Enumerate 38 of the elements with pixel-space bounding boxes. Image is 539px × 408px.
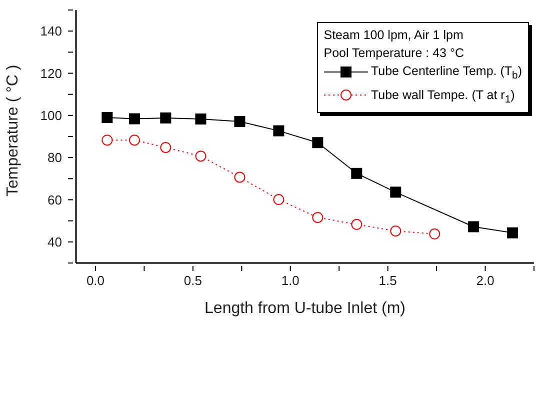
point xyxy=(128,134,140,146)
x-tick-label: 1.0 xyxy=(281,273,300,288)
point xyxy=(160,142,172,153)
point xyxy=(195,150,206,162)
legend-label: Tube Centerline Temp. (T$_{b}$) xyxy=(370,64,522,82)
point xyxy=(102,112,113,124)
y-tick-label: 120 xyxy=(40,66,62,81)
point xyxy=(195,114,206,124)
point xyxy=(429,228,440,240)
legend-label: Tube wall Tempe. (T at r$_{1}$) xyxy=(370,88,515,105)
point xyxy=(312,212,324,223)
y-tick-label: 80 xyxy=(48,150,62,166)
y-tick-label: 60 xyxy=(48,192,62,208)
point xyxy=(468,221,480,232)
point xyxy=(507,227,518,238)
annotation: Pool Temperature : 43 °C xyxy=(324,45,465,62)
point xyxy=(390,225,402,236)
x-tick-label: 2.0 xyxy=(476,273,494,288)
point xyxy=(273,194,284,206)
point xyxy=(128,113,140,124)
point xyxy=(351,218,362,230)
x-axis-title: Length from U-tube Inlet (m) xyxy=(204,300,406,317)
y-tick-label: 100 xyxy=(40,108,62,123)
point xyxy=(234,172,246,183)
x-tick-label: 1.5 xyxy=(378,273,397,288)
point xyxy=(160,112,172,124)
point xyxy=(273,125,284,136)
x-tick-label: 0.0 xyxy=(86,273,105,288)
y-tick-label: 40 xyxy=(48,234,62,250)
y-axis-title: Temperature ( °C ) xyxy=(4,64,22,196)
annotation: Steam 100 lpm, Air 1 lpm xyxy=(324,27,464,44)
point xyxy=(351,168,362,179)
point xyxy=(312,137,324,148)
y-tick-label: 140 xyxy=(40,24,62,39)
x-tick-label: 0.5 xyxy=(184,273,202,288)
point xyxy=(102,134,113,146)
point xyxy=(390,186,402,198)
point xyxy=(234,116,246,128)
